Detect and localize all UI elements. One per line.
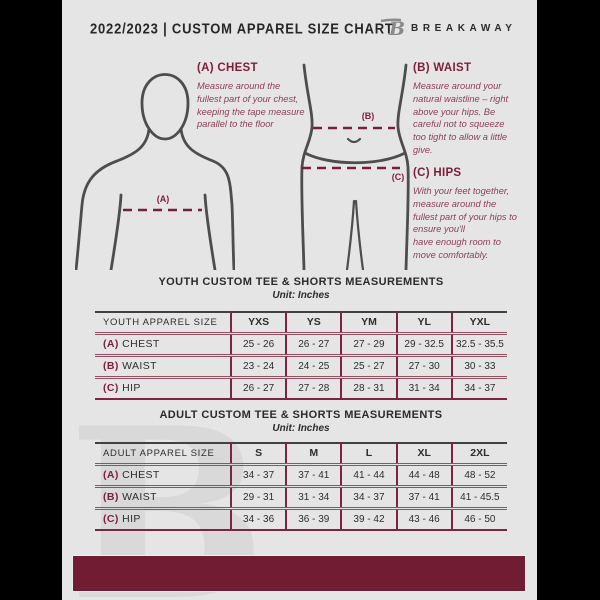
cell: 29 - 32.5: [395, 333, 452, 355]
cell: 26 - 27: [230, 377, 287, 399]
row-label-text: WAIST: [122, 491, 157, 503]
adult-chest-row: (A) CHEST 34 - 37 37 - 41 41 - 44 44 - 4…: [95, 464, 507, 486]
row-label-text: CHEST: [122, 469, 160, 481]
youth-header-row: YOUTH APPAREL SIZE YXS YS YM YL YXL: [95, 312, 507, 333]
cell: 26 - 27: [285, 333, 342, 355]
row-label: (A) CHEST: [95, 464, 231, 486]
waist-instruction-heading: (B) WAIST: [413, 62, 472, 74]
adult-table-unit: Unit: Inches: [272, 423, 330, 434]
lower-body-diagram: [290, 55, 420, 275]
footer-bar: [72, 555, 526, 592]
row-label-text: WAIST: [122, 360, 157, 372]
cell: 48 - 52: [450, 464, 507, 486]
adult-col-s: S: [230, 443, 287, 464]
adult-header-row: ADULT APPAREL SIZE S M L XL 2XL: [95, 443, 507, 464]
row-label: (A) CHEST: [95, 333, 231, 355]
cell: 34 - 36: [230, 508, 287, 530]
page-title: 2022/2023 | CUSTOM APPAREL SIZE CHART: [90, 20, 394, 37]
youth-table-title: YOUTH CUSTOM TEE & SHORTS MEASUREMENTS: [158, 276, 444, 288]
adult-hip-row: (C) HIP 34 - 36 36 - 39 39 - 42 43 - 46 …: [95, 508, 507, 530]
cell: 44 - 48: [395, 464, 452, 486]
cell: 31 - 34: [395, 377, 452, 399]
cell: 34 - 37: [450, 377, 507, 399]
youth-chest-row: (A) CHEST 25 - 26 26 - 27 27 - 29 29 - 3…: [95, 333, 507, 355]
hips-instruction-heading: (C) HIPS: [413, 167, 462, 179]
cell: 43 - 46: [395, 508, 452, 530]
size-chart-page: B 2022/2023 | CUSTOM APPAREL SIZE CHART …: [62, 0, 537, 600]
youth-hip-row: (C) HIP 26 - 27 27 - 28 28 - 31 31 - 34 …: [95, 377, 507, 399]
cell: 32.5 - 35.5: [450, 333, 507, 355]
chest-line-label: (A): [156, 194, 170, 204]
row-label-text: HIP: [122, 513, 141, 526]
row-prefix: (B): [103, 491, 119, 503]
row-prefix: (C): [103, 382, 119, 395]
breakaway-b-logo-icon: B: [380, 15, 408, 41]
cell: 27 - 30: [395, 355, 452, 377]
cell: 34 - 37: [340, 486, 397, 508]
chest-instruction-heading: (A) CHEST: [197, 62, 258, 74]
youth-col-yxl: YXL: [450, 312, 507, 333]
youth-waist-row: (B) WAIST 23 - 24 24 - 25 25 - 27 27 - 3…: [95, 355, 507, 377]
row-prefix: (C): [103, 513, 119, 526]
cell: 36 - 39: [285, 508, 342, 530]
cell: 25 - 26: [230, 333, 287, 355]
row-prefix: (B): [103, 360, 119, 372]
adult-table-title: ADULT CUSTOM TEE & SHORTS MEASUREMENTS: [159, 409, 443, 421]
youth-size-table: YOUTH APPAREL SIZE YXS YS YM YL YXL (A) …: [95, 311, 507, 400]
waist-line-label: (B): [361, 111, 375, 121]
youth-col-yl: YL: [395, 312, 452, 333]
row-label-text: HIP: [122, 382, 141, 395]
youth-col-ym: YM: [340, 312, 397, 333]
cell: 31 - 34: [285, 486, 342, 508]
youth-col-yxs: YXS: [230, 312, 287, 333]
cell: 27 - 29: [340, 333, 397, 355]
row-label: (B) WAIST: [95, 355, 231, 377]
cell: 41 - 44: [340, 464, 397, 486]
cell: 23 - 24: [230, 355, 287, 377]
row-label: (C) HIP: [95, 508, 231, 530]
brand-name: BREAKAWAY: [411, 23, 517, 34]
row-label: (B) WAIST: [95, 486, 231, 508]
svg-text:B: B: [388, 18, 405, 40]
waist-instruction-text: Measure around your natural waistline – …: [413, 81, 509, 156]
youth-col-ys: YS: [285, 312, 342, 333]
upper-body-diagram: [74, 55, 236, 275]
youth-table-unit: Unit: Inches: [272, 290, 330, 301]
adult-col-2xl: 2XL: [450, 443, 507, 464]
hips-line-label: (C): [391, 172, 405, 182]
row-label-text: CHEST: [122, 338, 160, 350]
adult-col-xl: XL: [395, 443, 452, 464]
cell: 37 - 41: [285, 464, 342, 486]
cell: 39 - 42: [340, 508, 397, 530]
adult-col-l: L: [340, 443, 397, 464]
cell: 28 - 31: [340, 377, 397, 399]
chest-instruction-text: Measure around the fullest part of your …: [197, 81, 305, 130]
row-prefix: (A): [103, 338, 119, 350]
row-prefix: (A): [103, 469, 119, 481]
cell: 37 - 41: [395, 486, 452, 508]
cell: 34 - 37: [230, 464, 287, 486]
adult-waist-row: (B) WAIST 29 - 31 31 - 34 34 - 37 37 - 4…: [95, 486, 507, 508]
cell: 27 - 28: [285, 377, 342, 399]
cell: 24 - 25: [285, 355, 342, 377]
adult-size-table: ADULT APPAREL SIZE S M L XL 2XL (A) CHES…: [95, 442, 507, 531]
cell: 46 - 50: [450, 508, 507, 530]
adult-size-column-header: ADULT APPAREL SIZE: [103, 447, 215, 459]
cell: 30 - 33: [450, 355, 507, 377]
youth-size-column-header: YOUTH APPAREL SIZE: [103, 316, 218, 328]
cell: 29 - 31: [230, 486, 287, 508]
cell: 25 - 27: [340, 355, 397, 377]
row-label: (C) HIP: [95, 377, 231, 399]
hips-instruction-text: With your feet together, measure around …: [413, 186, 517, 261]
adult-col-m: M: [285, 443, 342, 464]
cell: 41 - 45.5: [450, 486, 507, 508]
